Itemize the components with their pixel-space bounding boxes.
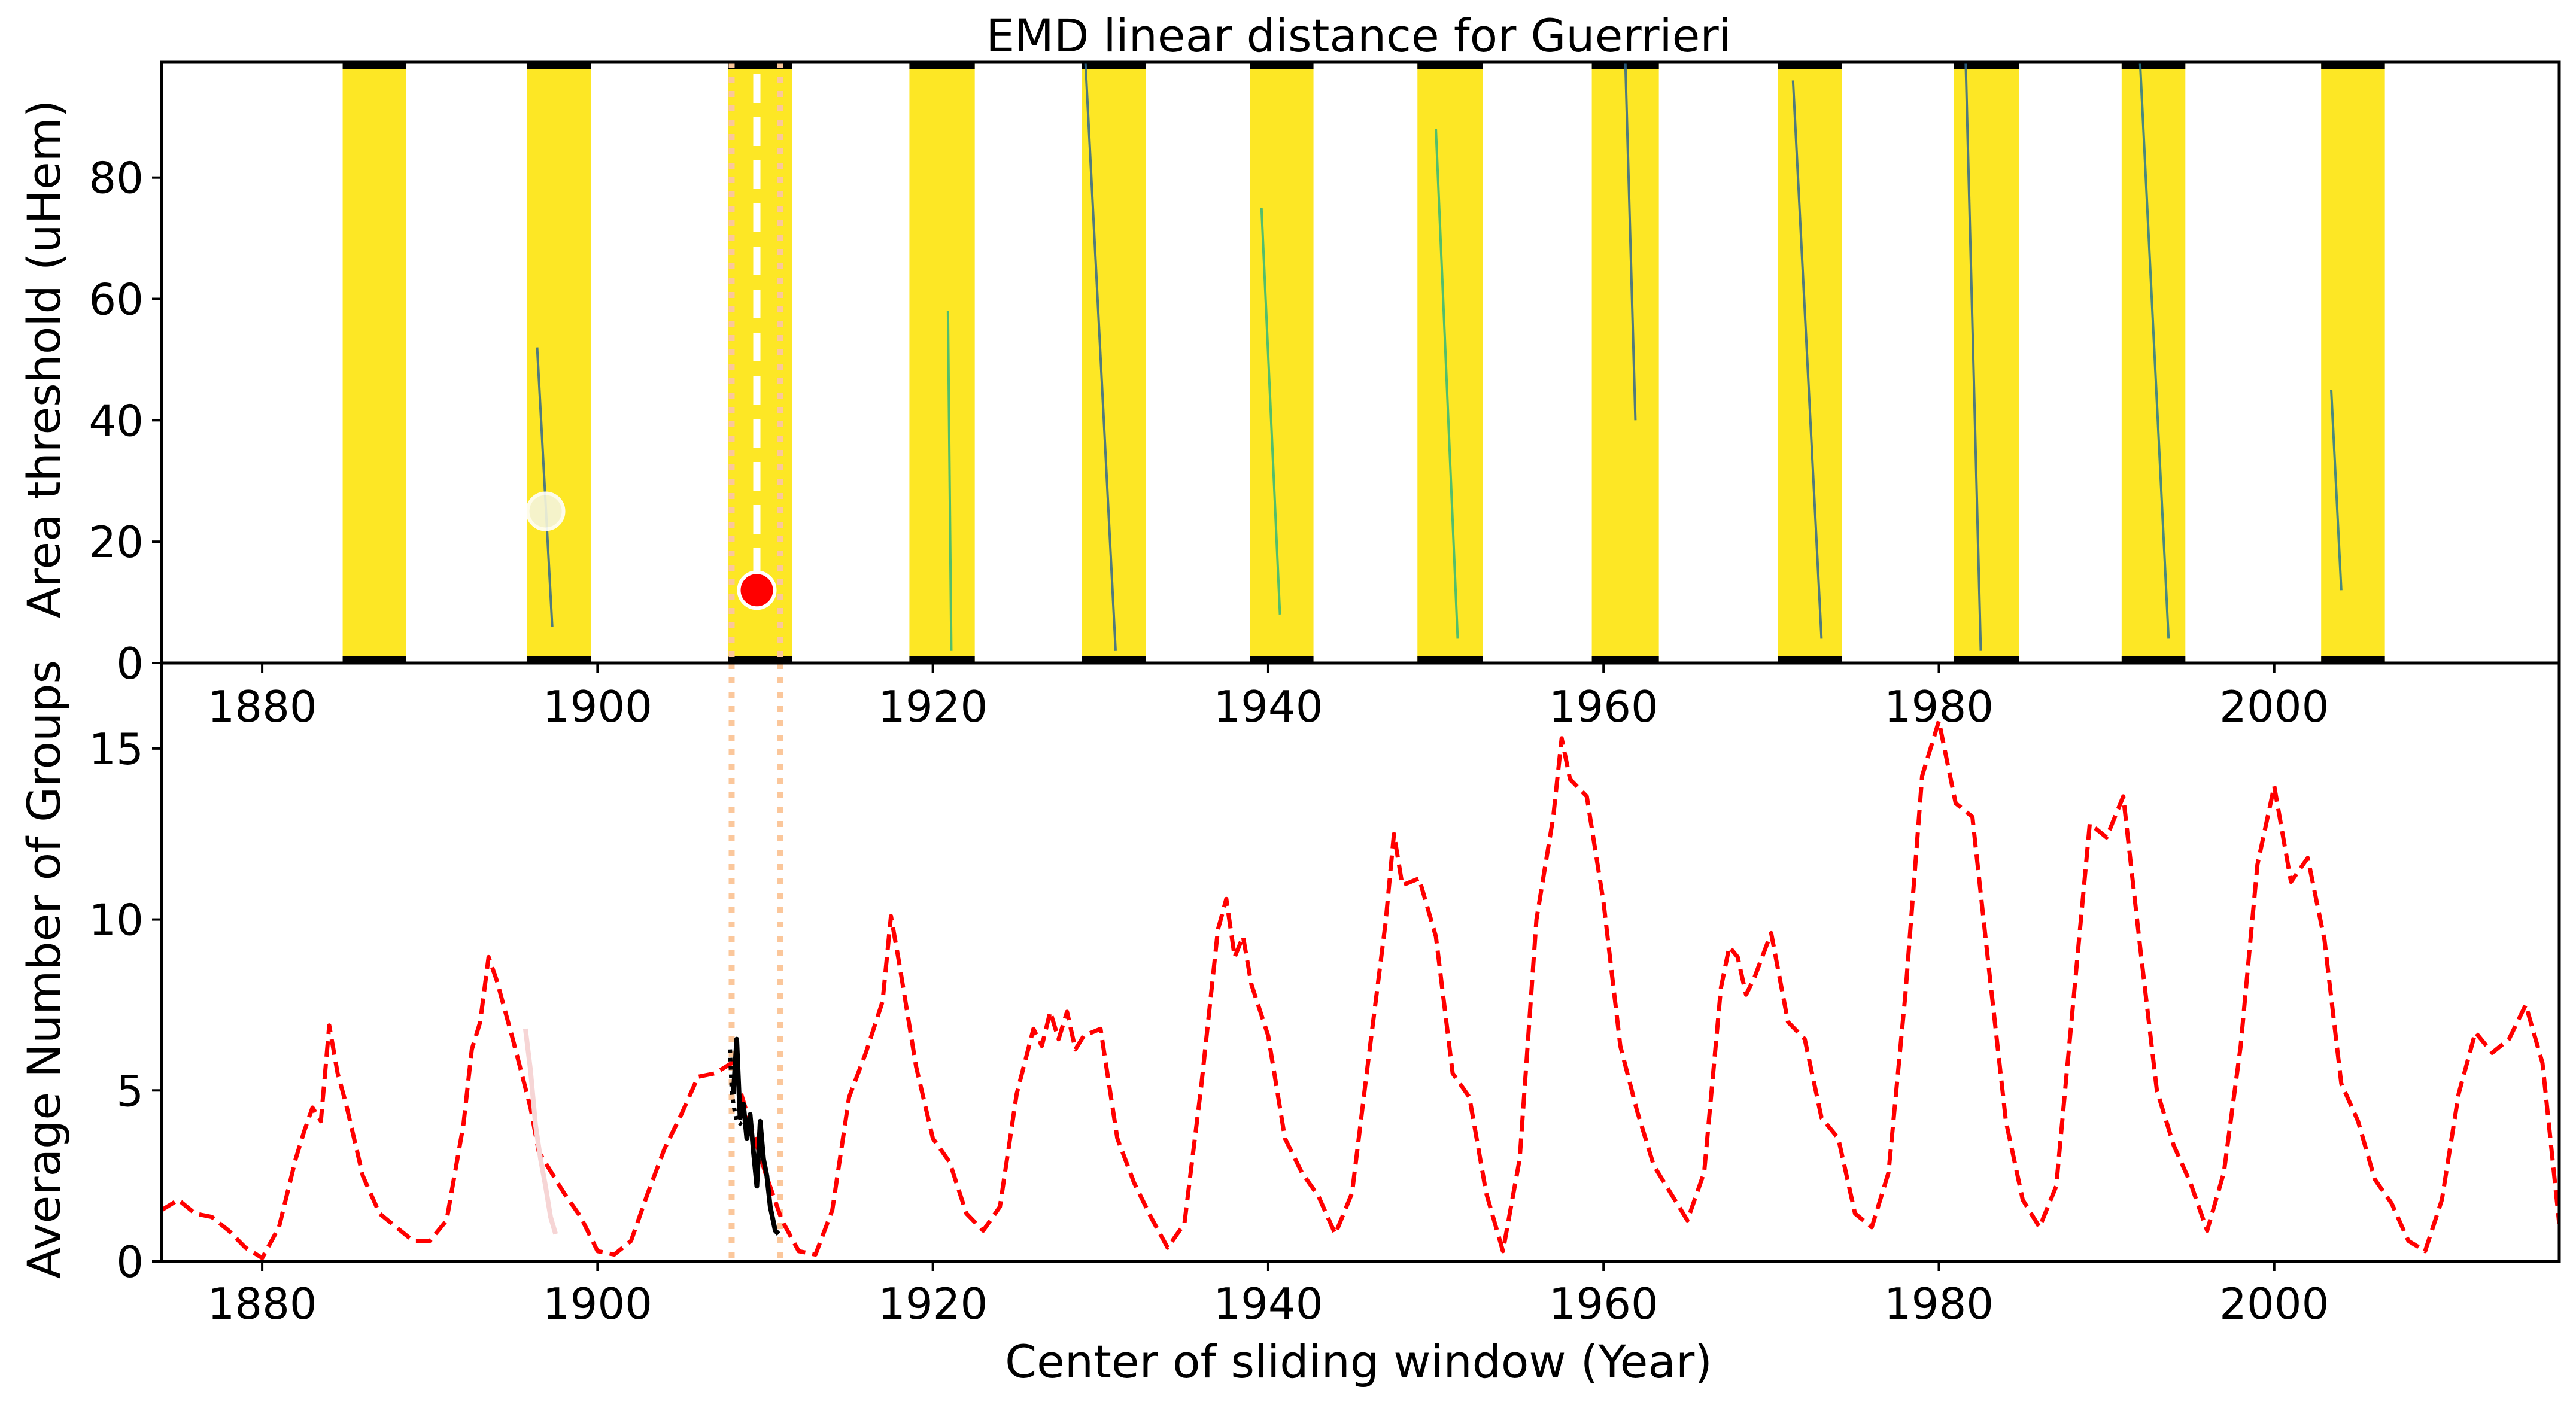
band-bottom-edge-10 — [2121, 656, 2186, 663]
band-top-edge-3 — [909, 62, 975, 69]
band-bottom-edge-3 — [909, 656, 975, 663]
band-top-edge-1 — [527, 62, 591, 69]
top-y-tick-label: 60 — [89, 275, 144, 325]
band-bottom-edge-0 — [342, 656, 407, 663]
heatmap-streak-9 — [2330, 390, 2343, 591]
heatmap-streak-3 — [1260, 208, 1281, 615]
top-y-axis-label: Area threshold (uHem) — [17, 100, 71, 619]
secondary-point-marker — [525, 491, 566, 531]
heatmap-band-10 — [2121, 62, 2186, 663]
band-bottom-edge-8 — [1778, 656, 1842, 663]
series-line-3 — [523, 1028, 558, 1235]
top-y-tick-label: 40 — [89, 396, 144, 446]
series-line-2 — [728, 1049, 743, 1127]
series-line-1 — [731, 1036, 780, 1236]
heatmap-streak-4 — [1435, 129, 1459, 639]
heatmap-band-3 — [909, 62, 975, 663]
band-top-edge-10 — [2121, 62, 2186, 69]
heatmap-band-0 — [342, 62, 407, 663]
top-y-tick-label: 80 — [89, 153, 144, 203]
bottom-x-tick-label: 1920 — [878, 1279, 988, 1329]
heatmap-streak-6 — [1791, 80, 1823, 639]
band-bottom-edge-2 — [728, 656, 792, 663]
heatmap-band-6 — [1417, 62, 1483, 663]
band-bottom-edge-6 — [1417, 656, 1483, 663]
top-x-tick-label: 1900 — [543, 682, 652, 732]
band-top-edge-5 — [1250, 62, 1314, 69]
bottom-x-tick-label: 1980 — [1884, 1279, 1994, 1329]
band-top-edge-11 — [2321, 62, 2385, 69]
chart-title: EMD linear distance for Guerrieri — [986, 9, 1731, 62]
band-top-edge-6 — [1417, 62, 1483, 69]
bottom-plot-frame — [160, 661, 2561, 1263]
bottom-y-tick-label: 10 — [89, 895, 144, 945]
band-top-edge-0 — [342, 62, 407, 69]
band-top-edge-2 — [728, 62, 792, 69]
bottom-x-tick-label: 2000 — [2219, 1279, 2329, 1329]
bottom-y-tick-label: 15 — [89, 724, 144, 774]
band-top-edge-9 — [1954, 62, 2019, 69]
bottom-x-tick-label: 1900 — [543, 1279, 652, 1329]
bottom-line-panel: 0 5 10 15 1880 1900 1920 1940 1960 1980 2000 — [89, 661, 2561, 1329]
top-x-tick-label: 1960 — [1549, 682, 1658, 732]
heatmap-band-4 — [1082, 62, 1146, 663]
band-bottom-edge-9 — [1954, 656, 2019, 663]
bottom-x-tick-label: 1880 — [207, 1279, 317, 1329]
heatmap-streak-7 — [1964, 62, 1982, 651]
heatmap-streak-5 — [1624, 62, 1637, 421]
heatmap-band-11 — [2321, 62, 2385, 663]
heatmap-band-7 — [1591, 62, 1659, 663]
top-x-tick-label: 1880 — [207, 682, 317, 732]
heatmap-streak-0 — [536, 347, 554, 627]
bottom-y-tick-label: 5 — [116, 1066, 144, 1116]
top-y-tick-label: 20 — [89, 517, 144, 567]
band-top-edge-8 — [1778, 62, 1842, 69]
band-top-edge-4 — [1082, 62, 1146, 69]
band-bottom-edge-7 — [1591, 656, 1659, 663]
band-bottom-edge-1 — [527, 656, 591, 663]
best-point-marker — [737, 570, 777, 610]
heatmap-band-9 — [1954, 62, 2019, 663]
bottom-y-tick-label: 0 — [116, 1237, 144, 1287]
bottom-x-tick-label: 1940 — [1213, 1279, 1323, 1329]
top-plot-frame — [160, 60, 2561, 665]
heatmap-streak-1 — [946, 311, 953, 651]
top-y-tick-label: 0 — [116, 638, 144, 689]
heatmap-band-5 — [1250, 62, 1314, 663]
band-bottom-edge-4 — [1082, 656, 1146, 663]
band-bottom-edge-5 — [1250, 656, 1314, 663]
top-x-tick-label: 2000 — [2219, 682, 2329, 732]
top-x-tick-label: 1920 — [878, 682, 988, 732]
series-line-0 — [162, 719, 2559, 1260]
heatmap-band-8 — [1778, 62, 1842, 663]
heatmap-streak-2 — [1084, 62, 1117, 651]
bottom-x-tick-label: 1960 — [1549, 1279, 1658, 1329]
heatmap-band-1 — [527, 62, 591, 663]
bottom-plot-area — [162, 663, 2559, 1261]
band-bottom-edge-11 — [2321, 656, 2385, 663]
heatmap-streak-8 — [2138, 62, 2170, 639]
bottom-x-axis-label: Center of sliding window (Year) — [1005, 1335, 1712, 1388]
top-x-tick-label: 1940 — [1213, 682, 1323, 732]
bottom-y-axis-label: Average Number of Groups — [17, 660, 71, 1279]
